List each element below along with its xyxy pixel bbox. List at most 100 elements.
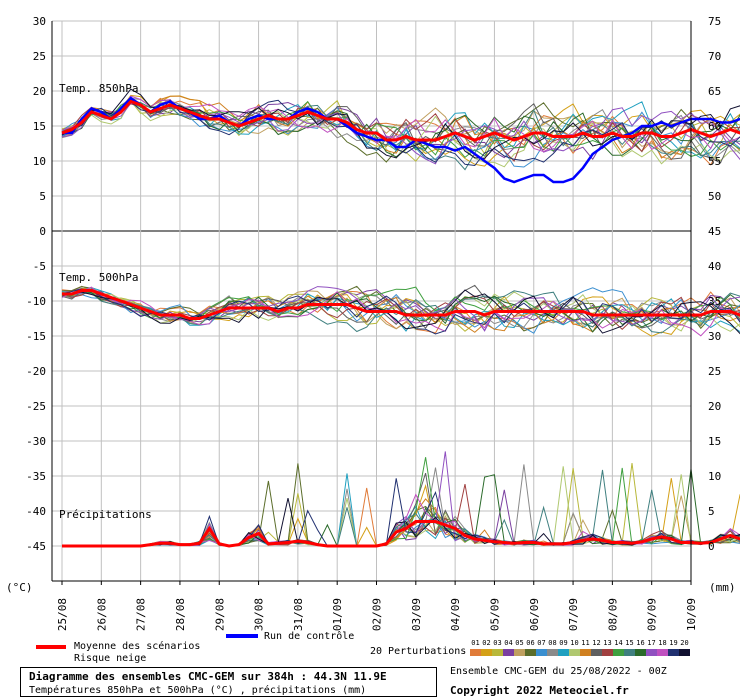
perturbation-number: 11 xyxy=(581,639,590,647)
right-tick-label: 70 xyxy=(708,50,721,63)
perturbation-number: 04 xyxy=(504,639,513,647)
x-tick-label: 27/08 xyxy=(135,598,148,631)
perturbation-number: 19 xyxy=(669,639,678,647)
x-tick-label: 02/09 xyxy=(371,598,384,631)
right-tick-label: 20 xyxy=(708,400,721,413)
legend-control-label: Run de contrôle xyxy=(264,631,355,642)
right-tick-label: 45 xyxy=(708,225,721,238)
left-tick-label: 20 xyxy=(33,85,46,98)
right-tick-label: 55 xyxy=(708,155,721,168)
x-tick-label: 31/08 xyxy=(292,598,305,631)
left-tick-label: -25 xyxy=(26,400,46,413)
x-tick-label: 08/09 xyxy=(606,598,619,631)
perturbation-swatch xyxy=(503,649,514,656)
right-tick-label: 40 xyxy=(708,260,721,273)
perturbation-swatch xyxy=(525,649,536,656)
perturbation-t500-line xyxy=(61,287,740,332)
perturbation-number: 05 xyxy=(515,639,524,647)
perturbation-number: 17 xyxy=(647,639,656,647)
right-tick-label: 75 xyxy=(708,15,721,28)
perturbation-number: 18 xyxy=(658,639,667,647)
perturbation-number: 20 xyxy=(680,639,689,647)
x-tick-label: 06/09 xyxy=(528,598,541,631)
perturbation-number: 12 xyxy=(592,639,601,647)
perturbation-t500-line xyxy=(61,286,740,337)
perturbation-number: 03 xyxy=(493,639,502,647)
perturbation-t500-line xyxy=(61,289,740,335)
right-tick-label: 35 xyxy=(708,295,721,308)
perturbation-swatch xyxy=(558,649,569,656)
perturbation-number: 15 xyxy=(625,639,634,647)
perturbation-swatch xyxy=(481,649,492,656)
perturbation-swatch xyxy=(536,649,547,656)
main-series xyxy=(61,96,740,548)
right-tick-label: 50 xyxy=(708,190,721,203)
perturbation-number: 08 xyxy=(548,639,557,647)
left-tick-label: -35 xyxy=(26,470,46,483)
perturbation-t850-line xyxy=(61,102,740,156)
left-tick-label: 25 xyxy=(33,50,46,63)
perturbation-number: 02 xyxy=(482,639,491,647)
perturbation-swatch xyxy=(679,649,690,656)
right-tick-label: 25 xyxy=(708,365,721,378)
chart-subtitle: Températures 850hPa et 500hPa (°C) , pré… xyxy=(29,685,367,696)
x-tick-label: 10/09 xyxy=(685,598,698,631)
left-tick-label: -5 xyxy=(33,260,46,273)
perturbation-swatch xyxy=(602,649,613,656)
perturbation-swatch xyxy=(635,649,646,656)
left-tick-label: 15 xyxy=(33,120,46,133)
perturbation-number: 14 xyxy=(614,639,623,647)
panel-label-precip: Précipitations xyxy=(59,508,152,521)
x-tick-label: 29/08 xyxy=(213,598,226,631)
x-tick-label: 30/08 xyxy=(253,598,266,631)
perturbation-swatch xyxy=(547,649,558,656)
panel-label-t850: Temp. 850hPa xyxy=(59,82,138,95)
legend-snow-label: Risque neige xyxy=(74,653,147,664)
x-tick-label: 01/09 xyxy=(331,598,344,631)
left-tick-label: -10 xyxy=(26,295,46,308)
right-tick-label: 60 xyxy=(708,120,721,133)
legend-perturbations-label: 20 Perturbations xyxy=(370,646,467,657)
perturbation-t500-line xyxy=(61,286,740,332)
perturbation-number: 07 xyxy=(537,639,546,647)
perturbation-number: 09 xyxy=(559,639,568,647)
right-tick-label: 5 xyxy=(708,505,715,518)
left-tick-label: 10 xyxy=(33,155,46,168)
right-tick-label: 30 xyxy=(708,330,721,343)
perturbation-number: 16 xyxy=(636,639,645,647)
x-tick-label: 09/09 xyxy=(646,598,659,631)
perturbation-number: 13 xyxy=(603,639,612,647)
x-tick-label: 26/08 xyxy=(95,598,108,631)
mean-precip-line xyxy=(62,520,740,548)
perturbation-swatch xyxy=(624,649,635,656)
legend-control-swatch xyxy=(226,634,258,638)
perturbation-t850-line xyxy=(61,99,740,167)
x-tick-label: 03/09 xyxy=(410,598,423,631)
right-tick-label: 0 xyxy=(708,540,715,553)
left-tick-label: -15 xyxy=(26,330,46,343)
perturbation-t850-line xyxy=(61,88,740,159)
perturbation-t850-line xyxy=(61,101,740,171)
perturbation-swatch xyxy=(514,649,525,656)
x-tick-label: 25/08 xyxy=(56,598,69,631)
perturbation-t850-line xyxy=(61,99,740,162)
run-info: Ensemble CMC-GEM du 25/08/2022 - 00Z xyxy=(450,666,667,677)
x-tick-label: 04/09 xyxy=(449,598,462,631)
x-tick-label: 28/08 xyxy=(174,598,187,631)
perturbation-precip-line xyxy=(62,487,740,547)
perturbation-number: 10 xyxy=(570,639,579,647)
x-tick-label: 07/09 xyxy=(567,598,580,631)
left-tick-label: -20 xyxy=(26,365,46,378)
left-tick-label: 0 xyxy=(39,225,46,238)
right-axis-unit: (mm) xyxy=(709,581,736,594)
panel-label-t500: Temp. 500hPa xyxy=(59,271,138,284)
legend-mean-label: Moyenne des scénarios xyxy=(74,641,201,652)
right-tick-label: 10 xyxy=(708,470,721,483)
right-tick-label: 65 xyxy=(708,85,721,98)
perturbation-t850-line xyxy=(61,95,740,159)
perturbation-swatch xyxy=(668,649,679,656)
chart-title-box: Diagramme des ensembles CMC-GEM sur 384h… xyxy=(20,667,437,697)
perturbation-swatch xyxy=(646,649,657,656)
perturbation-swatch xyxy=(470,649,481,656)
